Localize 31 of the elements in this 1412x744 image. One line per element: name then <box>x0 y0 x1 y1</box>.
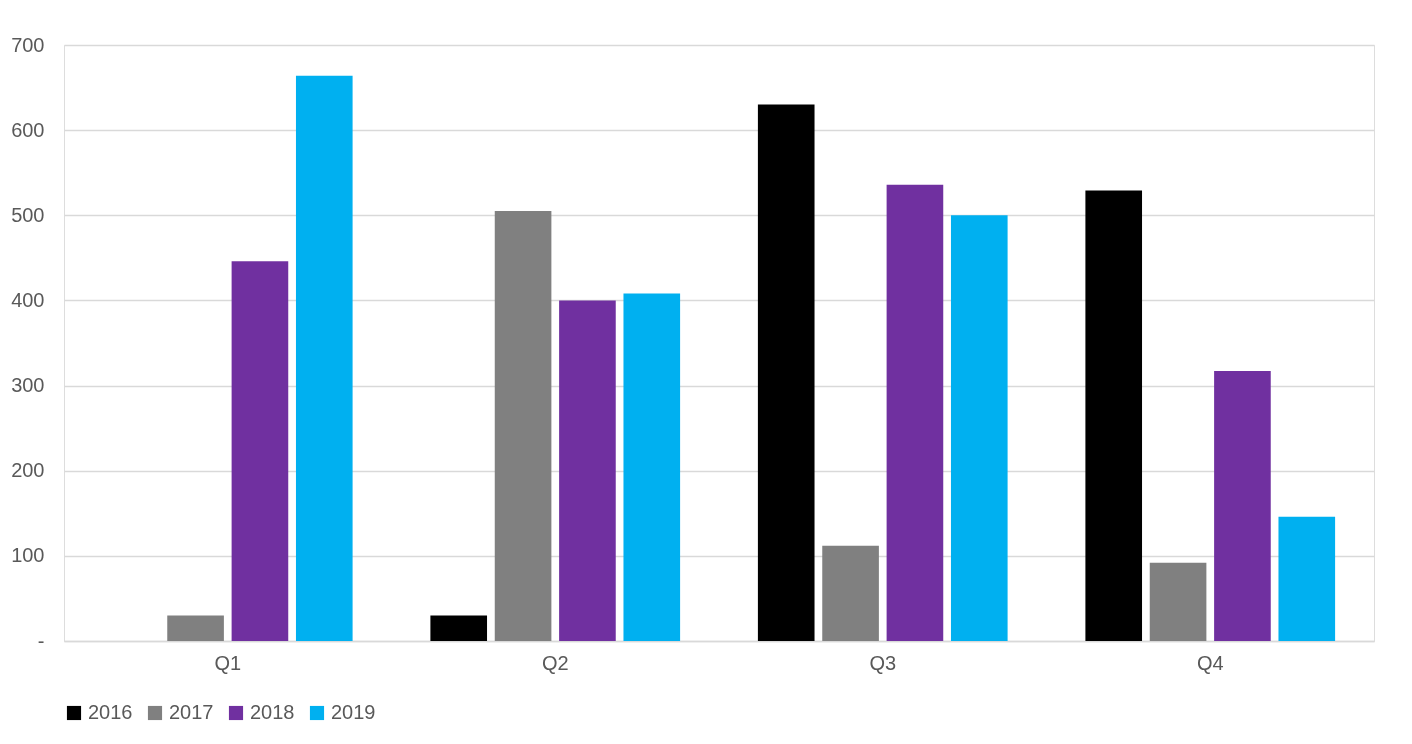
x-tick-label: Q1 <box>214 651 242 674</box>
bar <box>822 545 879 641</box>
x-tick-label: Q2 <box>541 651 569 674</box>
bar <box>1149 562 1207 641</box>
legend-label: 2018 <box>250 701 295 723</box>
bar <box>231 261 289 641</box>
y-tick-label: 200 <box>11 459 45 482</box>
legend-label: 2019 <box>331 701 376 723</box>
legend-label: 2017 <box>169 701 214 723</box>
x-tick-label: Q4 <box>1196 651 1224 674</box>
bar <box>1278 516 1336 641</box>
bar <box>623 293 681 641</box>
y-tick-label: 100 <box>11 544 45 567</box>
y-tick-label: 300 <box>11 374 45 397</box>
bar <box>1085 190 1143 641</box>
x-tick-label: Q3 <box>869 651 897 674</box>
y-tick-label: 600 <box>11 118 45 141</box>
bar <box>430 615 488 641</box>
legend-label: 2016 <box>88 701 133 723</box>
bar <box>295 75 353 641</box>
y-tick-label: 500 <box>11 203 45 226</box>
bar <box>494 211 552 641</box>
y-tick-label: 700 <box>11 33 45 56</box>
bar <box>950 215 1008 641</box>
y-tick-label: 400 <box>11 288 45 311</box>
bar <box>1214 371 1271 641</box>
y-tick-label: - <box>37 629 45 652</box>
bar <box>886 184 944 641</box>
bar <box>167 615 224 641</box>
bar <box>559 300 616 641</box>
bar <box>757 104 815 641</box>
